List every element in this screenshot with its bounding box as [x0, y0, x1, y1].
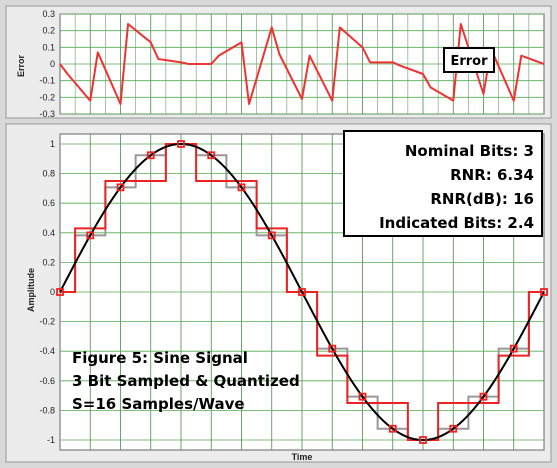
nominal-bits-text: Nominal Bits: 3 — [405, 142, 534, 160]
amplitude-y-tick-label: -1 — [47, 435, 55, 445]
amplitude-y-tick-label: 1 — [50, 139, 55, 149]
error-legend-box — [443, 47, 495, 73]
sample-point — [207, 151, 216, 160]
sample-point — [116, 183, 125, 192]
amplitude-panel: 1 0.8 0.6 0.4 0.2 0 -0.2 -0.4 -0.6 -0.8 -1 Amplitu… — [5, 123, 552, 463]
sample-point — [86, 231, 95, 240]
amplitude-y-ticks: 1 0.8 0.6 0.4 0.2 0 -0.2 -0.4 -0.6 -0.8 -1 — [39, 139, 55, 445]
error-y-tick-label: -0.1 — [39, 76, 55, 86]
amplitude-series — [56, 140, 548, 444]
caption-line-3: S=16 Samples/Wave — [72, 395, 245, 413]
sample-point — [177, 140, 185, 148]
rnr-text: RNR: 6.34 — [450, 166, 534, 184]
amplitude-grid — [60, 134, 544, 450]
amplitude-y-tick-label: 0.2 — [42, 257, 55, 267]
amplitude-y-tick-label: 0.6 — [42, 198, 55, 208]
error-y-ticks: 0.3 0.2 0.1 0 -0.1 -0.2 -0.3 — [39, 9, 55, 119]
amplitude-y-tick-label: 0 — [50, 287, 55, 297]
sample-point — [328, 344, 337, 353]
error-legend-label: Error — [450, 54, 488, 69]
amplitude-y-axis-label: Amplitude — [26, 268, 36, 312]
sample-point — [56, 288, 64, 296]
amplitude-y-tick-label: 0.4 — [42, 228, 55, 238]
sine-signal-line — [59, 142, 545, 442]
error-legend: Error — [443, 47, 495, 73]
figure-caption: Figure 5: Sine Signal 3 Bit Sampled & Qu… — [72, 349, 300, 413]
sample-point — [419, 436, 427, 444]
sample-point — [509, 344, 518, 353]
error-y-axis-label: Error — [16, 55, 26, 78]
stats-box-bg — [343, 130, 543, 237]
sample-point — [267, 231, 276, 240]
indicated-bits-text: Indicated Bits: 2.4 — [379, 214, 534, 232]
sample-point — [237, 183, 246, 192]
sample-point — [298, 288, 306, 296]
amplitude-y-tick-label: -0.8 — [39, 405, 55, 415]
sample-point — [146, 151, 155, 160]
sample-point — [449, 424, 458, 433]
caption-line-2: 3 Bit Sampled & Quantized — [72, 372, 300, 390]
rnr-db-text: RNR(dB): 16 — [430, 190, 534, 208]
error-panel: 0.3 0.2 0.1 0 -0.1 -0.2 -0.3 Error Error — [5, 5, 552, 119]
amplitude-y-tick-label: -0.6 — [39, 376, 55, 386]
sample-point — [388, 424, 397, 433]
amplitude-y-tick-label: -0.2 — [39, 317, 55, 327]
error-y-tick-label: -0.3 — [39, 109, 55, 119]
sample-point — [540, 288, 548, 296]
sample-point — [479, 392, 488, 401]
error-y-tick-label: -0.2 — [39, 92, 55, 102]
error-y-tick-label: 0.2 — [42, 26, 55, 36]
caption-line-1: Figure 5: Sine Signal — [72, 349, 248, 367]
stats-box: Nominal Bits: 3 RNR: 6.34 RNR(dB): 16 In… — [343, 130, 543, 237]
error-y-tick-label: 0 — [50, 59, 55, 69]
error-y-tick-label: 0.1 — [42, 42, 55, 52]
sample-point — [358, 392, 367, 401]
amplitude-y-tick-label: -0.4 — [39, 346, 55, 356]
time-x-axis-label: Time — [292, 452, 313, 462]
amplitude-y-tick-label: 0.8 — [42, 169, 55, 179]
error-y-tick-label: 0.3 — [42, 9, 55, 19]
